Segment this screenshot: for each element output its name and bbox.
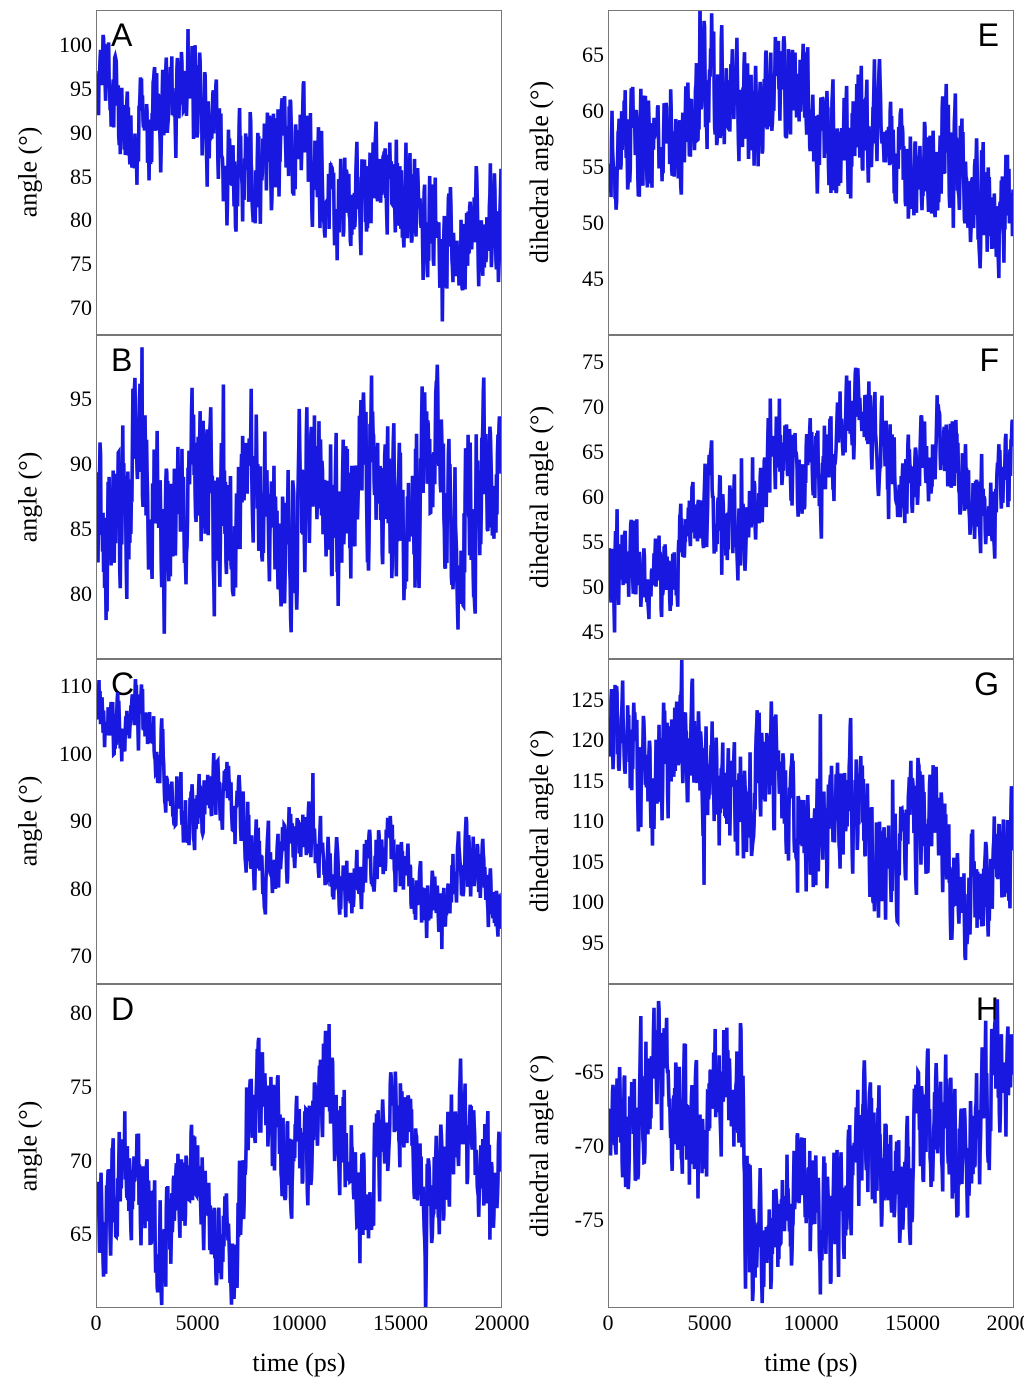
ytick-label: 100 [558,889,604,915]
ytick-label: 105 [558,849,604,875]
xlabel: time (ps) [96,1348,502,1378]
ylabel: angle (°) [13,1100,43,1191]
yticks: 45 50 55 60 65 70 75 [558,335,608,660]
plot-area: C [96,659,502,984]
plot-area: A [96,10,502,335]
ytick-label: 80 [46,876,92,902]
ylabel: angle (°) [13,127,43,218]
panel-G: dihedral angle (°)95 100 105 110 115 120 125G [522,659,1014,984]
ytick-label: 85 [46,516,92,542]
ytick-label: 60 [558,98,604,124]
ytick-label: 110 [558,808,604,834]
ytick-label: 95 [558,930,604,956]
yticks: 95 100 105 110 115 120 125 [558,659,608,984]
trace-line [609,11,1013,334]
ytick-label: 80 [46,581,92,607]
ytick-label: 75 [558,349,604,375]
yticks: 80 85 90 95 [46,335,96,660]
plot-area: F [608,335,1014,660]
xtick-label: 10000 [784,1310,839,1336]
xtick-label: 10000 [272,1310,327,1336]
trace-line [97,336,501,659]
ytick-label: 70 [46,1148,92,1174]
trace-line [97,660,501,983]
ytick-label: 75 [46,1074,92,1100]
panel-H: dihedral angle (°)-75 -70 -65H [522,984,1014,1309]
xtick-label: 5000 [176,1310,220,1336]
ytick-label: 70 [46,295,92,321]
ytick-label: 85 [46,164,92,190]
ytick-label: -65 [558,1059,604,1085]
yticks: 70 80 90 100 110 [46,659,96,984]
ytick-label: 90 [46,808,92,834]
panel-F: dihedral angle (°) 45 50 55 60 65 70 75F [522,335,1014,660]
ylabel: dihedral angle (°) [525,406,555,588]
ylabel: angle (°) [13,776,43,867]
ytick-label: 55 [558,154,604,180]
panel-A: angle (°) 70 75 80 85 90 95 100A [10,10,502,335]
ytick-label: 65 [558,439,604,465]
xtick-label: 20000 [987,1310,1024,1336]
yticks: 65 70 75 80 [46,984,96,1309]
ytick-label: 45 [558,619,604,645]
trace-line [609,660,1013,983]
ytick-label: 50 [558,210,604,236]
ytick-label: 75 [46,251,92,277]
ylabel: dihedral angle (°) [525,730,555,912]
ytick-label: 55 [558,529,604,555]
plot-area: G [608,659,1014,984]
ytick-label: -75 [558,1207,604,1233]
ylabel: angle (°) [13,451,43,542]
ytick-label: 60 [558,484,604,510]
ytick-label: 120 [558,727,604,753]
xtick-label: 0 [91,1310,102,1336]
yticks: 45 50 55 60 65 [558,10,608,335]
plot-area: H [608,984,1014,1309]
trace-line [609,336,1013,659]
ytick-label: 65 [46,1221,92,1247]
xtick-label: 15000 [885,1310,940,1336]
trace-line [609,985,1013,1308]
panel-D: angle (°) 65 70 75 80D [10,984,502,1309]
trace-line [97,11,501,334]
ytick-label: 80 [46,1000,92,1026]
trace-line [97,985,501,1308]
ytick-label: 65 [558,42,604,68]
ytick-label: 95 [46,76,92,102]
ytick-label: 90 [46,451,92,477]
yticks: -75 -70 -65 [558,984,608,1309]
ytick-label: 115 [558,768,604,794]
xlabel: time (ps) [608,1348,1014,1378]
ytick-label: 50 [558,574,604,600]
plot-area: B [96,335,502,660]
ytick-label: 70 [558,394,604,420]
ytick-label: 80 [46,207,92,233]
panel-B: angle (°) 80 85 90 95B [10,335,502,660]
ytick-label: -70 [558,1133,604,1159]
ylabel: dihedral angle (°) [525,1055,555,1237]
xtick-label: 15000 [373,1310,428,1336]
panel-E: dihedral angle (°)45 50 55 60 65E [522,10,1014,335]
panel-C: angle (°) 70 80 90 100 110C [10,659,502,984]
ylabel: dihedral angle (°) [525,81,555,263]
xaxis: 05000100001500020000time (ps) [522,1308,1014,1378]
ytick-label: 125 [558,687,604,713]
yticks: 70 75 80 85 90 95 100 [46,10,96,335]
plot-area: D [96,984,502,1309]
ytick-label: 90 [46,120,92,146]
md-angles-figure: angle (°)707580859095100Adihedral angle … [10,10,1014,1378]
xtick-label: 0 [603,1310,614,1336]
xaxis: 05000100001500020000time (ps) [10,1308,502,1378]
ytick-label: 70 [46,943,92,969]
ytick-label: 110 [46,673,92,699]
ytick-label: 45 [558,266,604,292]
plot-area: E [608,10,1014,335]
ytick-label: 100 [46,741,92,767]
ytick-label: 100 [46,32,92,58]
ytick-label: 95 [46,386,92,412]
xtick-label: 5000 [688,1310,732,1336]
